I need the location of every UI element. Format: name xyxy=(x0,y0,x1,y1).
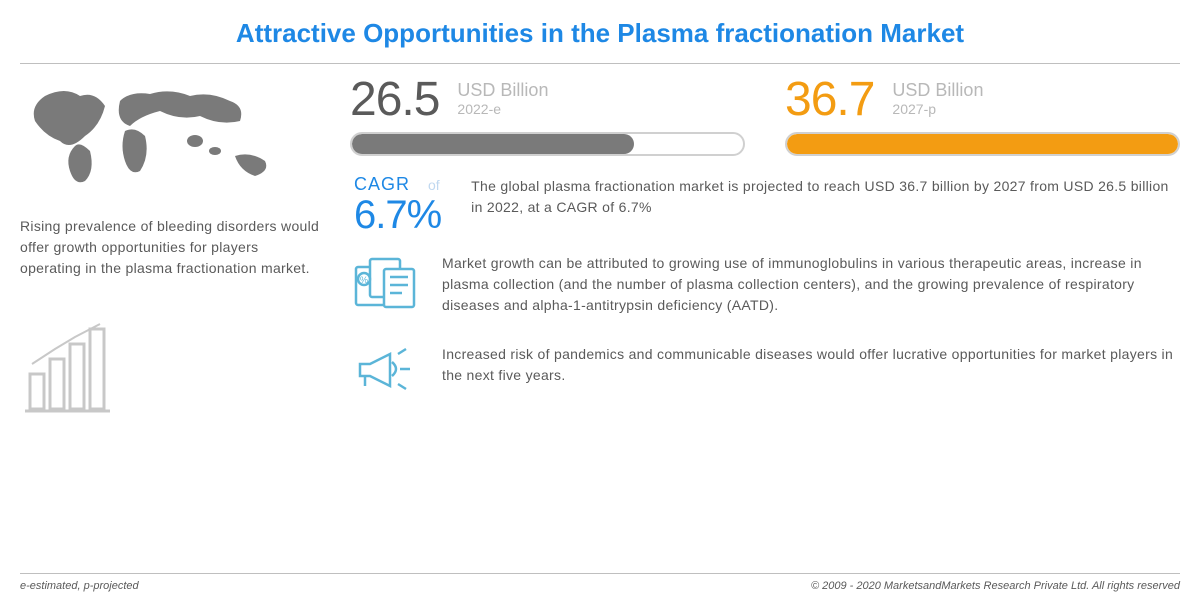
bar-current-track xyxy=(350,132,745,156)
bar-current-fill xyxy=(352,134,634,154)
footer: e-estimated, p-projected © 2009 - 2020 M… xyxy=(20,573,1180,592)
footer-note-left: e-estimated, p-projected xyxy=(20,580,139,592)
cagr-of: of xyxy=(428,177,440,193)
stat-current: 26.5 USD Billion 2022-e xyxy=(350,76,745,124)
bar-projected-track xyxy=(785,132,1180,156)
left-opportunity-text: Rising prevalence of bleeding disorders … xyxy=(20,216,320,279)
stat-projected-currency: USD Billion xyxy=(892,80,983,101)
stat-current-value: 26.5 xyxy=(350,76,439,124)
page-title: Attractive Opportunities in the Plasma f… xyxy=(0,0,1200,63)
bar-chart-icon xyxy=(20,319,120,419)
stat-projected-year: 2027-p xyxy=(892,101,983,117)
point-1-text: Market growth can be attributed to growi… xyxy=(442,253,1180,316)
svg-text:%: % xyxy=(360,275,368,285)
megaphone-icon xyxy=(350,344,420,404)
content-area: Rising prevalence of bleeding disorders … xyxy=(0,64,1200,432)
documents-icon: % xyxy=(350,253,420,313)
footer-copyright: © 2009 - 2020 MarketsandMarkets Research… xyxy=(811,580,1180,592)
stats-row: 26.5 USD Billion 2022-e 36.7 USD Billion… xyxy=(350,76,1180,124)
bar-projected-fill xyxy=(787,134,1178,154)
stat-projected-unit: USD Billion 2027-p xyxy=(892,76,983,117)
stat-current-unit: USD Billion 2022-e xyxy=(457,76,548,117)
stat-projected-value: 36.7 xyxy=(785,76,874,124)
cagr-label: CAGR xyxy=(354,174,410,195)
stat-projected: 36.7 USD Billion 2027-p xyxy=(785,76,1180,124)
cagr-block: CAGR of 6.7% xyxy=(350,174,441,235)
point-1: % Market growth can be attributed to gro… xyxy=(350,253,1180,316)
point-2-text: Increased risk of pandemics and communic… xyxy=(442,344,1180,386)
point-2: Increased risk of pandemics and communic… xyxy=(350,344,1180,404)
summary-text: The global plasma fractionation market i… xyxy=(471,174,1180,218)
bars-row xyxy=(350,132,1180,156)
world-map-icon xyxy=(20,76,280,196)
cagr-value: 6.7% xyxy=(354,195,441,235)
stat-current-year: 2022-e xyxy=(457,101,548,117)
stat-current-currency: USD Billion xyxy=(457,80,548,101)
cagr-row: CAGR of 6.7% The global plasma fractiona… xyxy=(350,174,1180,235)
right-column: 26.5 USD Billion 2022-e 36.7 USD Billion… xyxy=(350,76,1180,432)
left-column: Rising prevalence of bleeding disorders … xyxy=(20,76,320,432)
